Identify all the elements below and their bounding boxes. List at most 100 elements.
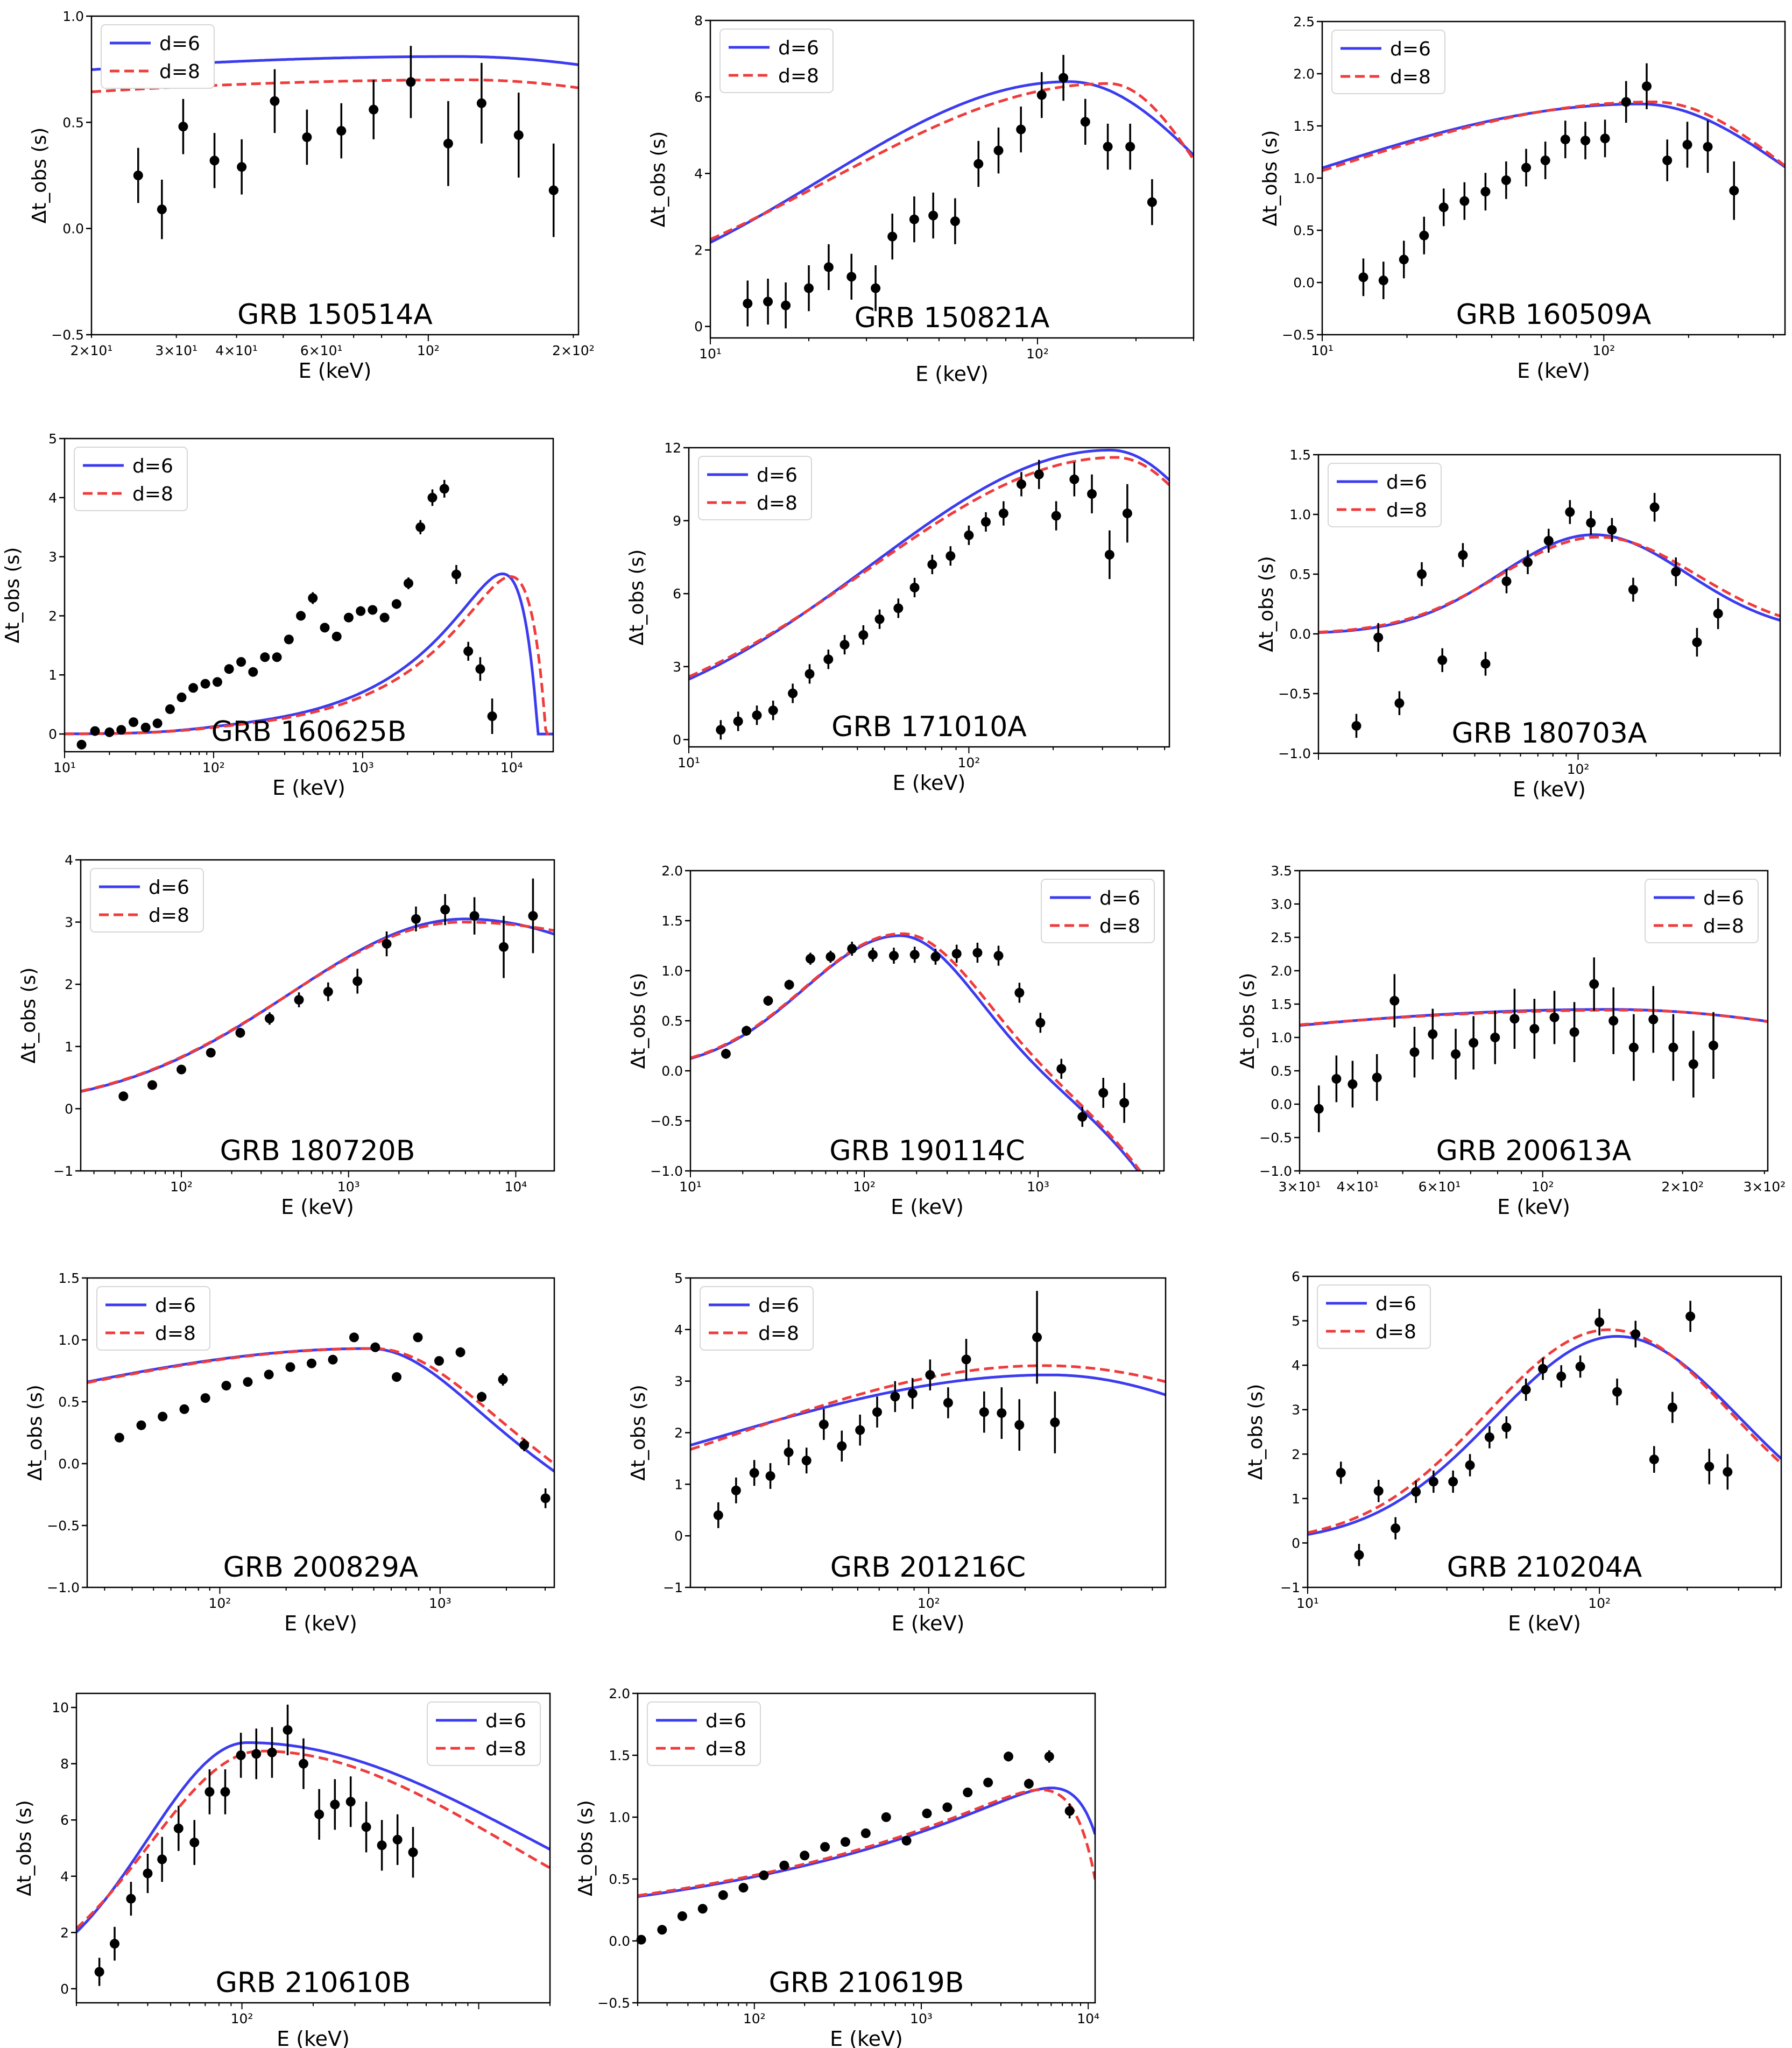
data-point [236, 657, 246, 667]
data-point [925, 1370, 935, 1380]
y-tick-label: 1.0 [609, 1810, 630, 1825]
curve-d8 [65, 575, 553, 736]
data-point [1600, 133, 1610, 144]
data-point [1607, 525, 1617, 535]
axes-frame [90, 15, 580, 336]
data-point [377, 1840, 387, 1851]
data-point [930, 951, 941, 962]
data-point [179, 1404, 189, 1414]
y-tick-label: −0.5 [47, 1518, 80, 1534]
data-point [209, 156, 220, 166]
panel-title: GRB 171010A [831, 711, 1027, 743]
data-point [942, 1802, 953, 1812]
data-point [1417, 569, 1427, 579]
data-point [826, 951, 836, 962]
y-tick-label: 1.0 [58, 1332, 80, 1348]
y-tick-label: −1 [1280, 1580, 1300, 1595]
data-point [427, 492, 438, 503]
x-axis-label: E (keV) [281, 1195, 354, 1219]
legend: d=6d=8 [90, 868, 204, 933]
data-point [907, 1388, 918, 1399]
y-tick-label: 3 [673, 659, 681, 675]
panel-grb-210204a: −1 0 1 2 3 4 5 6 10¹ 10² E (keV) Δt_obs (s) GRB 2102… [1245, 1269, 1782, 1635]
legend-label: d=6 [757, 464, 798, 486]
data-point [1035, 1018, 1046, 1028]
data-point [260, 652, 270, 662]
data-point [890, 1392, 900, 1402]
data-point [391, 599, 401, 609]
x-axis-label: E (keV) [1517, 359, 1590, 383]
data-point [1458, 550, 1468, 560]
x-tick-label: 10² [170, 1179, 193, 1195]
y-axis-label: Δt_obs (s) [1259, 130, 1281, 227]
y-tick-label: 0.5 [1271, 1063, 1292, 1079]
data-point [801, 1456, 812, 1466]
y-tick-label: 0.5 [609, 1872, 630, 1887]
data-point [1003, 1752, 1013, 1762]
data-point [1428, 1477, 1438, 1487]
curve-d8 [76, 1749, 550, 1930]
axes-frame [1299, 870, 1769, 1172]
data-point [1378, 276, 1388, 286]
x-tick-label: 10¹ [679, 1179, 702, 1195]
x-axis-label: E (keV) [1497, 1195, 1570, 1219]
data-point [306, 1358, 316, 1368]
data-point [763, 296, 773, 307]
x-tick-label: 10¹ [1311, 343, 1334, 358]
y-tick-label: 8 [60, 1756, 69, 1772]
panel-title: GRB 150821A [855, 302, 1050, 334]
data-point [1704, 1461, 1715, 1472]
data-point [413, 1332, 423, 1343]
x-axis-label: E (keV) [892, 1612, 965, 1635]
data-point [1098, 1087, 1109, 1098]
x-tick-label: 10² [209, 1595, 231, 1611]
legend-label: d=6 [159, 33, 200, 55]
panel-grb-200613a: −1.0 −0.5 0.0 0.5 1.0 1.5 2.0 2.5 3.0 3.5 3×10¹ 4×1… [1237, 863, 1786, 1219]
data-point [368, 605, 378, 615]
data-point [1521, 1385, 1531, 1395]
legend: d=6d=8 [74, 447, 188, 511]
panel-title: GRB 180703A [1452, 717, 1647, 750]
y-tick-label: 5 [1292, 1313, 1300, 1329]
data-point [657, 1925, 667, 1935]
data-point [379, 612, 390, 623]
y-tick-label: 1.0 [661, 963, 683, 979]
data-point [1509, 1014, 1520, 1024]
data-point [1612, 1387, 1622, 1397]
x-tick-label: 10² [918, 1595, 940, 1611]
data-point [1056, 1064, 1067, 1074]
y-tick-label: 4 [65, 852, 73, 868]
y-tick-label: 6 [673, 586, 681, 602]
data-point [451, 569, 461, 580]
data-point [1016, 124, 1026, 135]
y-tick-label: 0.5 [1293, 223, 1315, 238]
data-point [1628, 584, 1638, 595]
data-point [328, 1354, 338, 1365]
data-point [847, 944, 857, 954]
y-tick-label: 8 [694, 13, 703, 29]
x-tick-label: 10² [1592, 343, 1615, 358]
curve-d8 [710, 82, 1194, 241]
y-tick-label: −0.5 [1282, 327, 1315, 343]
data-point [406, 77, 416, 87]
data-point [90, 726, 100, 736]
data-point [264, 1369, 274, 1380]
legend-label: d=8 [1099, 915, 1140, 937]
curve-d8 [1322, 100, 1785, 172]
data-point [382, 939, 392, 949]
data-point [1667, 1402, 1677, 1413]
data-point [1451, 1049, 1461, 1059]
y-tick-label: 5 [674, 1270, 683, 1286]
curve-d8 [87, 1347, 554, 1465]
data-point [1480, 659, 1491, 669]
data-point [200, 1393, 210, 1403]
y-tick-label: 0.5 [661, 1013, 683, 1029]
y-tick-label: 4 [694, 166, 703, 181]
legend: d=6d=8 [427, 1701, 541, 1766]
data-point [1543, 535, 1554, 546]
y-tick-label: −0.5 [1278, 686, 1311, 702]
x-tick-label: 3×10² [1743, 1179, 1786, 1195]
y-tick-label: −1 [53, 1163, 73, 1179]
legend: d=6d=8 [700, 1286, 814, 1351]
panel-title: GRB 201216C [830, 1551, 1026, 1584]
